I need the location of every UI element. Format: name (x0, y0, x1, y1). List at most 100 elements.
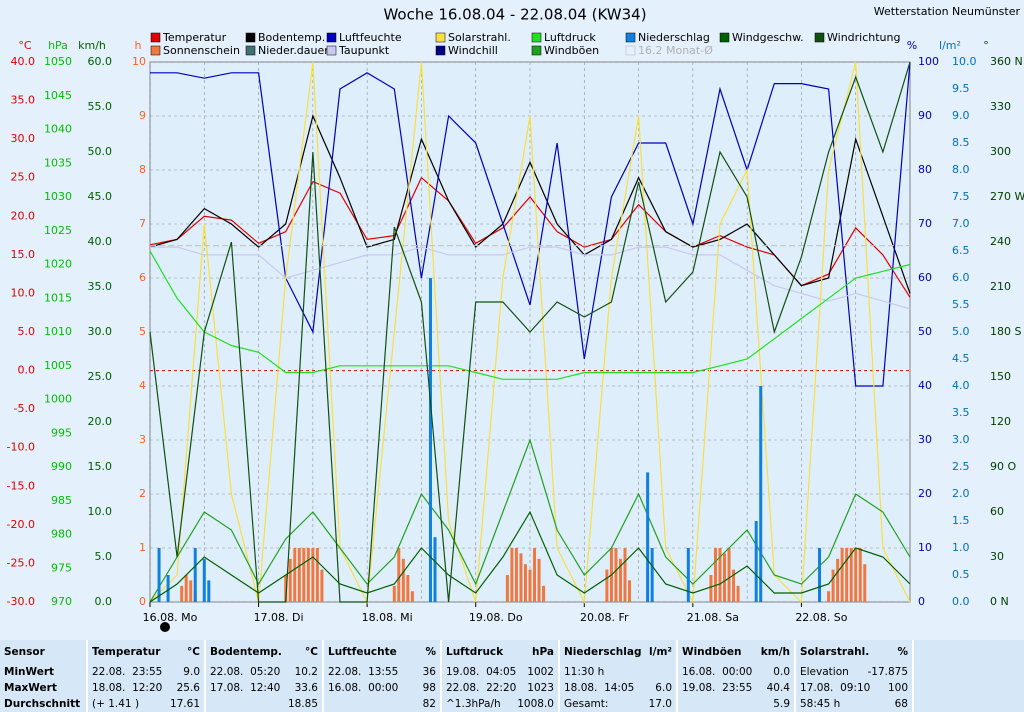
legend-swatch (814, 32, 825, 43)
cell-value: 0.0 (773, 666, 790, 678)
x-tick-label: 21.08. Sa (687, 611, 739, 624)
bar (614, 548, 618, 602)
bar (646, 472, 650, 602)
table-cell: 18.08. 14:05 6.0 (564, 680, 672, 696)
y-tick-label: 40.0 (11, 55, 36, 68)
bar (727, 548, 731, 602)
cell-value: 100 (887, 682, 908, 694)
column-title: Luftfeuchte (328, 646, 397, 658)
cell-left: 17.08. 09:10 (800, 682, 871, 694)
y-tick-label: -15.0 (7, 479, 35, 492)
table-cell: 22.08. 13:55 36 (328, 664, 436, 680)
x-tick-label: 19.08. Do (469, 611, 523, 624)
y-tick-label: 970 (51, 595, 72, 608)
bar (293, 548, 297, 602)
line (149, 250, 911, 380)
cell-left: 22.08. 13:55 (328, 666, 399, 678)
legend-swatch (625, 45, 636, 56)
column-unit: °C (305, 646, 318, 658)
y-tick-label: 90 O (990, 460, 1016, 473)
table-cell: 16.08. 00:00 98 (328, 680, 436, 696)
y-tick-label: 9.5 (952, 82, 970, 95)
cell-left: Elevation (800, 666, 849, 678)
bar (533, 548, 537, 602)
y-tick-label: 0.0 (18, 364, 36, 377)
cell-value: 98 (422, 682, 436, 694)
summary-table: Sensor MinWert MaxWert Durchschnitt Temperat… (0, 640, 1024, 712)
y-tick-label: 4.0 (952, 379, 970, 392)
bar (863, 564, 867, 602)
y-tick-label: 0.5 (952, 568, 970, 581)
y-tick-label: 1025 (44, 224, 72, 237)
cell-left: (+ 1.41 ) (92, 698, 140, 710)
bar (736, 585, 740, 602)
bar (528, 569, 532, 602)
cell-left: 22.08. 22:20 (446, 682, 517, 694)
y-tick-label: 6.5 (952, 244, 970, 257)
table-cell: 22.08. 05:20 10.2 (210, 664, 318, 680)
y-tick-label: 30 (918, 433, 932, 446)
row-label-cell: MinWert (4, 664, 82, 680)
y-tick-label: 4.5 (952, 352, 970, 365)
bar (410, 591, 414, 602)
bar (754, 521, 758, 602)
y-tick-label: 8.0 (952, 163, 970, 176)
legend-swatch (150, 45, 161, 56)
y-tick-label: 35.0 (88, 280, 113, 293)
legend-swatch (435, 32, 446, 43)
cell-left: 16.08. 00:00 (682, 666, 753, 678)
column-title: Windböen (682, 646, 742, 658)
y-tick-label: 60 (918, 271, 932, 284)
legend-label: Nieder.dauer (258, 44, 329, 57)
y-tick-label: 4 (139, 379, 146, 392)
y-tick-label: 7 (139, 217, 146, 230)
y-tick-label: 150 (990, 370, 1011, 383)
cell-value: 17.0 (648, 698, 672, 710)
y-tick-label: 10.0 (11, 286, 36, 299)
y-tick-label: 2.5 (952, 460, 970, 473)
y-tick-label: 30.0 (88, 325, 113, 338)
cell-left: 16.08. 00:00 (328, 682, 399, 694)
legend-label: Luftfeuchte (339, 31, 402, 44)
chart: Woche 16.08.04 - 22.08.04 (KW34) Wetters… (7, 5, 1024, 632)
legend-label: Temperatur (162, 31, 227, 44)
y-tick-label: 15.0 (11, 248, 36, 261)
table-column: Solarstrahl.% Elevation -17.875 17.08. 09:1… (796, 640, 912, 712)
y-tick-label: 40 (918, 379, 932, 392)
legend-swatch (245, 32, 256, 43)
y-tick-label: 3 (139, 433, 146, 446)
y-tick-label: 20.0 (11, 209, 36, 222)
y-tick-label: 70 (918, 217, 932, 230)
legend-swatch (531, 32, 542, 43)
bar (854, 548, 858, 602)
y-tick-label: 0 (918, 595, 925, 608)
y-tick-label: 8.5 (952, 136, 970, 149)
line (149, 61, 911, 603)
cell-left: 22.08. 23:55 (92, 666, 163, 678)
bar (713, 548, 717, 602)
y-tick-label: 5 (139, 325, 146, 338)
y-tick-label: 80 (918, 163, 932, 176)
legend-swatch (719, 32, 730, 43)
cell-value: 40.4 (766, 682, 790, 694)
station-name: Wetterstation Neumünster (874, 5, 1021, 18)
y-tick-label: 330 (990, 100, 1011, 113)
y-tick-label: 0 N (990, 595, 1009, 608)
bar (433, 537, 437, 602)
y-tick-label: 1010 (44, 325, 72, 338)
empty-column (914, 640, 1024, 712)
y-tick-label: 975 (51, 561, 72, 574)
y-tick-label: 5.0 (952, 325, 970, 338)
y-tick-label: 5.5 (952, 298, 970, 311)
column-title: Temperatur (92, 646, 161, 658)
bar (406, 575, 410, 602)
y-tick-label: 90 (918, 109, 932, 122)
bar (709, 575, 713, 602)
y-tick-label: -5.0 (14, 402, 35, 415)
legend-swatch (150, 32, 161, 43)
bar (180, 585, 184, 602)
axis-unit: °C (18, 39, 32, 52)
row-label: MinWert (4, 666, 55, 678)
bar (818, 548, 822, 602)
y-tick-label: 5.0 (95, 550, 113, 563)
